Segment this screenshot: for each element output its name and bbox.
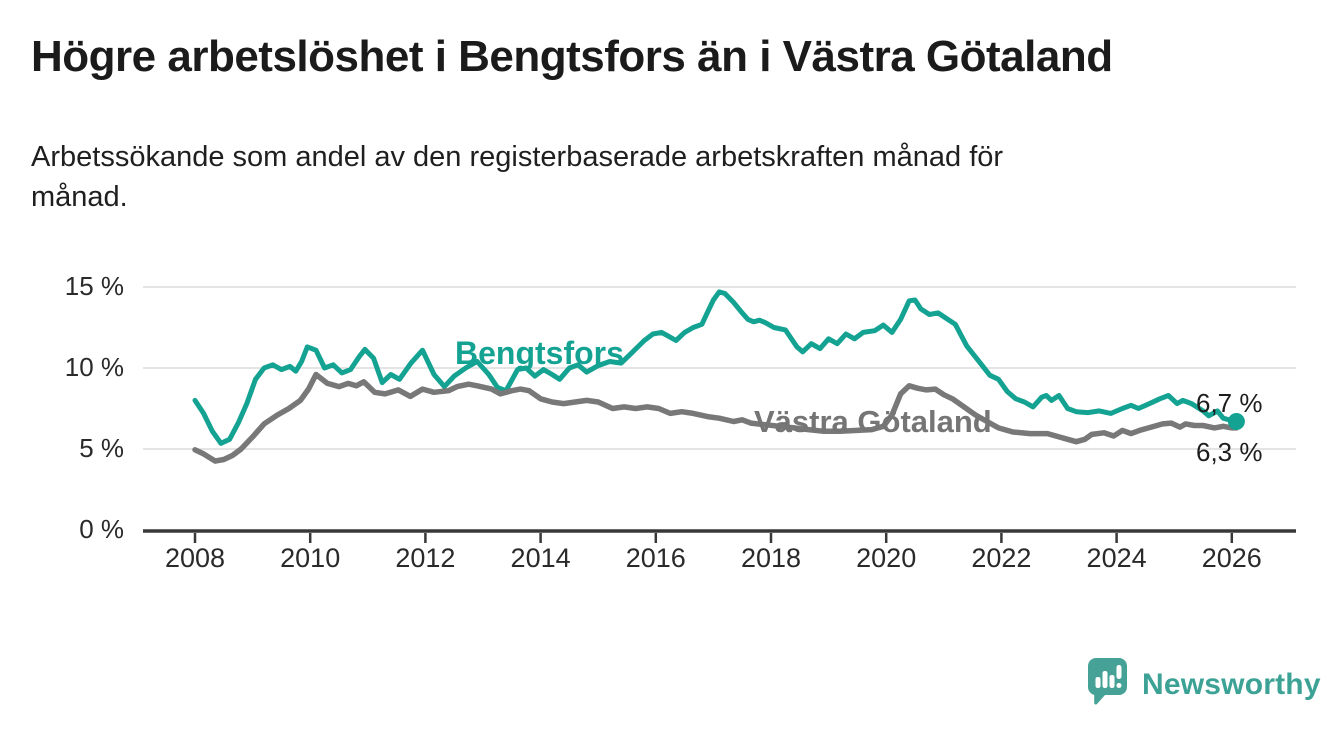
series-label-bengtsfors: Bengtsfors bbox=[455, 335, 624, 371]
series-line-vastra-gotaland bbox=[192, 371, 1240, 464]
x-tick-label-2018: 2018 bbox=[740, 543, 802, 573]
series-end-dot-bengtsfors bbox=[1227, 412, 1245, 430]
x-tick-label-2020: 2020 bbox=[856, 543, 917, 573]
end-value-label-bengtsfors: 6,7 % bbox=[1196, 388, 1263, 418]
x-tick-label-2016: 2016 bbox=[625, 543, 686, 573]
y-tick-label-10: 10 % bbox=[64, 352, 124, 382]
y-tick-label-0: 0 % bbox=[79, 514, 124, 544]
x-tick-label-2026: 2026 bbox=[1201, 543, 1262, 573]
x-tick-label-2024: 2024 bbox=[1086, 543, 1147, 573]
page-title: Högre arbetslöshet i Bengtsfors än i Väs… bbox=[31, 32, 1113, 81]
newsworthy-logo-icon bbox=[1086, 656, 1128, 711]
end-value-label-vastra-gotaland: 6,3 % bbox=[1196, 437, 1263, 467]
x-tick-label-2012: 2012 bbox=[395, 543, 456, 573]
series-line-bengtsfors bbox=[192, 289, 1239, 446]
newsworthy-branding: Newsworthy bbox=[1086, 656, 1321, 711]
chart-subtitle: Arbetssökande som andel av den registerb… bbox=[31, 137, 1271, 217]
x-tick-label-2008: 2008 bbox=[164, 543, 226, 573]
x-tick-label-2010: 2010 bbox=[280, 543, 341, 573]
y-tick-label-5: 5 % bbox=[79, 433, 124, 463]
x-tick-label-2022: 2022 bbox=[971, 543, 1032, 573]
x-tick-label-2014: 2014 bbox=[510, 543, 571, 573]
newsworthy-wordmark: Newsworthy bbox=[1142, 667, 1321, 701]
series-label-vastra-gotaland: Västra Götaland bbox=[754, 404, 992, 439]
subtitle-line-2: månad. bbox=[31, 181, 128, 213]
subtitle-line-1: Arbetssökande som andel av den registerb… bbox=[31, 141, 1004, 173]
y-tick-label-15: 15 % bbox=[64, 271, 124, 301]
